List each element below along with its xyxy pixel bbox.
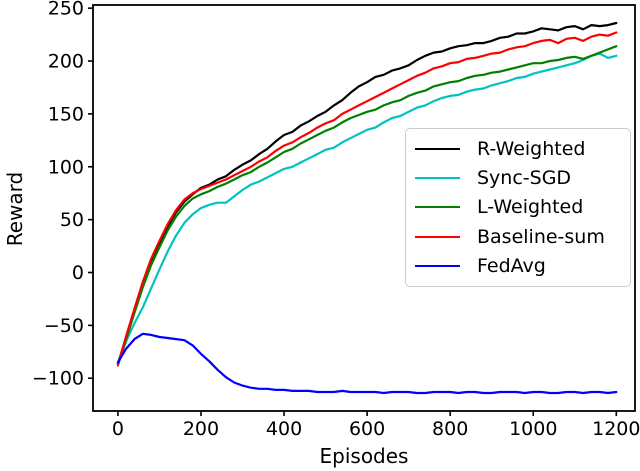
legend-item-sync-sgd: Sync-SGD <box>406 165 630 192</box>
legend-item-l-weighted: L-Weighted <box>406 194 630 221</box>
axes-spines <box>92 4 636 412</box>
series-line-sync-sgd <box>116 52 618 364</box>
legend-swatch-fedavg <box>415 265 460 268</box>
x-tick-label: 200 <box>183 418 219 440</box>
legend-label-fedavg: FedAvg <box>477 255 546 278</box>
y-tick-label: −100 <box>32 368 84 390</box>
legend: R-Weighted Sync-SGD L-Weighted Baseline-sum… <box>405 128 631 287</box>
x-tick-label: 400 <box>266 418 302 440</box>
legend-swatch-sync-sgd <box>415 177 460 180</box>
x-axis-label: Episodes <box>319 444 409 468</box>
y-tick-label: 0 <box>72 262 84 284</box>
y-tick-label: −50 <box>44 315 84 337</box>
y-tick-label: 200 <box>48 51 84 73</box>
y-axis-label: Reward <box>3 171 27 247</box>
x-tick-label: 600 <box>349 418 385 440</box>
legend-swatch-baseline-sum <box>415 235 460 238</box>
legend-item-fedavg: FedAvg <box>406 253 630 280</box>
series-line-fedavg <box>116 332 618 395</box>
legend-item-r-weighted: R-Weighted <box>406 135 630 162</box>
legend-label-l-weighted: L-Weighted <box>477 196 584 219</box>
x-tick-label: 0 <box>112 418 124 440</box>
legend-label-r-weighted: R-Weighted <box>477 137 586 160</box>
legend-label-baseline-sum: Baseline-sum <box>477 225 605 248</box>
legend-swatch-l-weighted <box>415 206 460 209</box>
legend-item-baseline-sum: Baseline-sum <box>406 223 630 250</box>
y-tick-label: 100 <box>48 156 84 178</box>
y-tick-label: 250 <box>48 0 84 20</box>
y-tick-label: 150 <box>48 103 84 125</box>
series-line-l-weighted <box>116 45 618 367</box>
x-tick-label: 800 <box>432 418 468 440</box>
legend-label-sync-sgd: Sync-SGD <box>477 167 572 190</box>
y-tick-label: 50 <box>60 209 84 231</box>
x-tick-label: 1200 <box>592 418 640 440</box>
legend-swatch-r-weighted <box>415 147 460 150</box>
x-tick-label: 1000 <box>509 418 557 440</box>
series-line-baseline-sum <box>116 31 618 366</box>
